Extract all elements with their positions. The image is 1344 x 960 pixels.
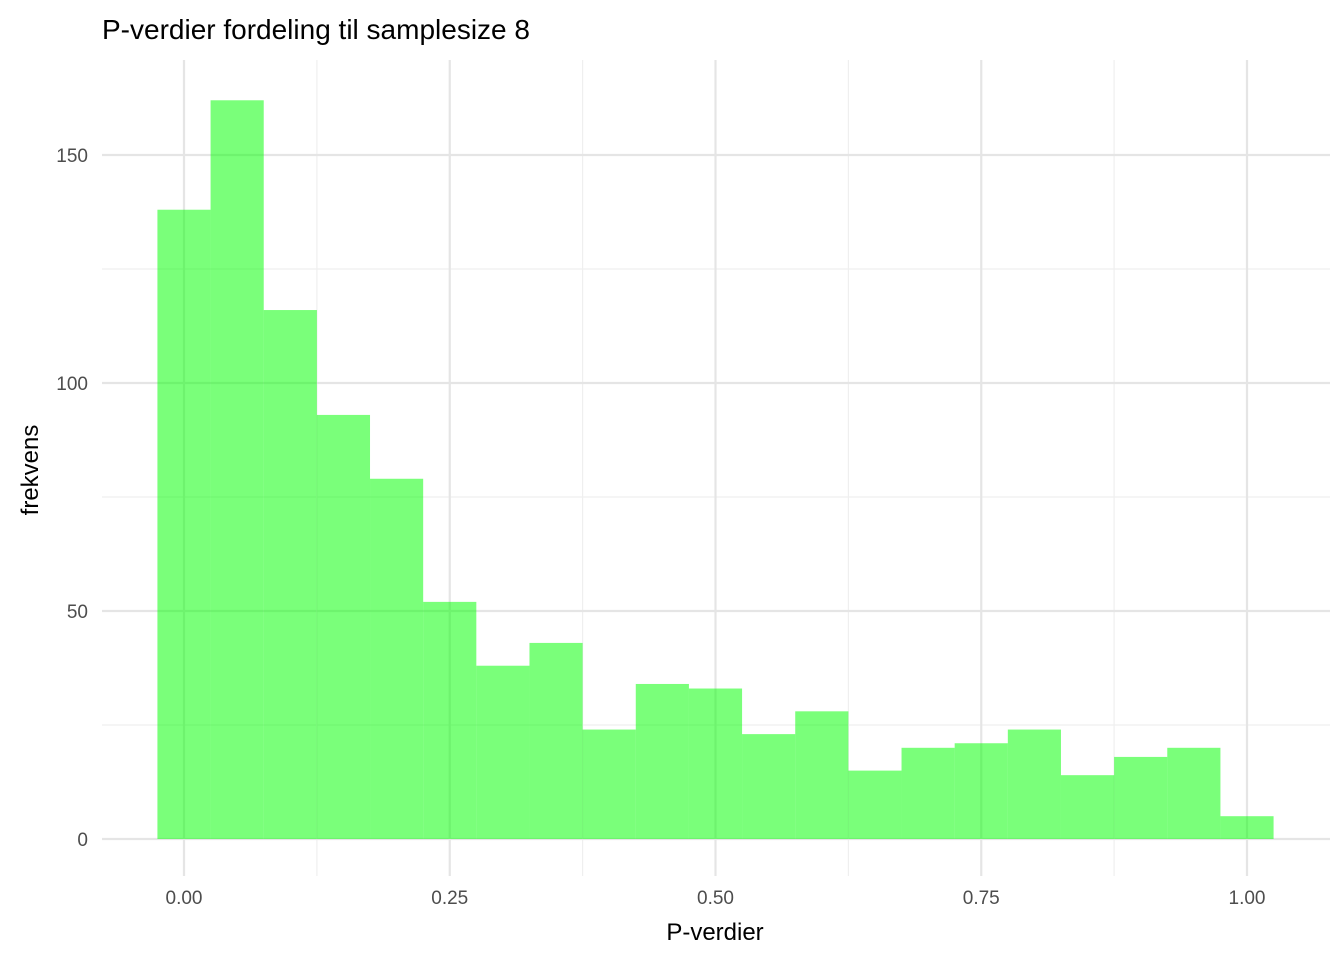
x-axis-title: P-verdier [666,919,763,946]
histogram-bar [954,743,1008,839]
histogram-bar [795,711,849,839]
bars-group [157,100,1274,840]
histogram-bar [901,747,955,839]
x-tick-label: 0.00 [166,888,203,909]
x-tick-label: 0.75 [963,888,1000,909]
histogram-bar [1007,729,1061,839]
histogram-bar [1114,756,1168,839]
histogram-bar [1060,775,1115,839]
histogram-bar [423,601,477,839]
y-axis-ticks: 0 50 100 150 [56,146,88,851]
y-tick-label: 100 [56,374,88,395]
histogram-bar [635,683,689,839]
histogram-bar [476,665,530,839]
x-tick-label: 0.50 [697,888,734,909]
x-tick-label: 0.25 [431,888,468,909]
histogram-bar [1220,816,1274,839]
histogram-bar [529,642,583,839]
y-tick-label: 0 [77,830,88,851]
y-tick-label: 150 [56,146,88,167]
chart-title: P-verdier fordeling til samplesize 8 [102,14,530,45]
histogram-bar [157,209,211,840]
y-tick-label: 50 [67,602,88,623]
histogram-bar [742,734,796,839]
histogram-bar [316,414,371,839]
histogram-bar [210,100,264,839]
histogram-bar [688,688,743,839]
histogram-bar [263,310,317,839]
histogram-bar [582,729,636,839]
x-tick-label: 1.00 [1229,888,1266,909]
histogram-bar [848,770,902,839]
x-axis-ticks: 0.00 0.25 0.50 0.75 1.00 [166,888,1266,909]
histogram-bar [370,478,424,839]
y-axis-title: frekvens [17,425,44,516]
histogram-bar [1167,747,1221,839]
